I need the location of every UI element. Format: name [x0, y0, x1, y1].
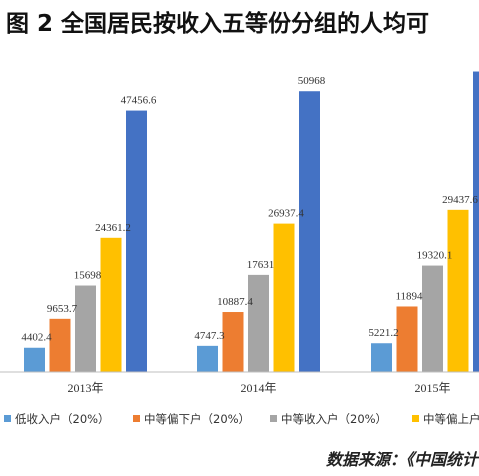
category-label: 2014年	[240, 381, 276, 395]
legend-swatch	[270, 415, 277, 422]
legend-entry: 中等收入户（20%）	[281, 412, 387, 426]
legend-swatch	[4, 415, 11, 422]
data-label: 15698	[74, 270, 102, 282]
chart-title: 图 2 全国居民按收入五等份分组的人均可	[6, 11, 430, 37]
data-label: 11894	[395, 290, 423, 302]
bar-s4-c1	[299, 91, 320, 372]
data-label: 4402.4	[21, 332, 52, 344]
legend-entry: 中等偏上户	[423, 412, 479, 426]
bars-group	[24, 71, 479, 373]
legend-entry: 中等偏下户（20%）	[144, 412, 250, 426]
bar-s1-c2	[396, 306, 418, 372]
data-label: 4747.3	[194, 330, 225, 342]
category-label: 2015年	[414, 381, 450, 395]
legend-swatch	[133, 415, 140, 422]
bar-s0-c0	[24, 347, 45, 372]
bar-s2-c0	[75, 285, 96, 372]
data-label: 17631	[247, 259, 275, 271]
legend-entry: 低收入户（20%）	[15, 412, 110, 426]
data-label: 19320.1	[417, 250, 453, 262]
data-label: 5221.2	[368, 327, 398, 339]
bar-s1-c0	[49, 318, 71, 372]
bar-s0-c1	[197, 345, 218, 372]
category-label: 2013年	[67, 381, 103, 395]
data-label: 47456.6	[121, 95, 157, 107]
data-label: 50968	[298, 75, 326, 87]
data-label: 9653.7	[47, 303, 78, 315]
bar-s3-c0	[100, 237, 122, 372]
source-note: 数据来源：《中国统计	[326, 450, 479, 469]
bar-s0-c2	[371, 343, 392, 372]
data-label: 10887.4	[217, 296, 253, 308]
bar-s4-c2	[473, 71, 479, 373]
category-labels-group: 2013年 2014年 2015年	[67, 381, 450, 395]
bar-s4-c0	[126, 110, 147, 372]
bar-s1-c1	[222, 312, 244, 372]
data-label: 29437.6	[442, 194, 478, 206]
bar-s2-c2	[422, 265, 443, 372]
bar-s3-c2	[447, 209, 469, 372]
data-label: 26937.4	[268, 208, 304, 220]
data-label: 24361.2	[95, 222, 131, 234]
legend: 低收入户（20%） 中等偏下户（20%） 中等收入户（20%） 中等偏上户	[4, 412, 479, 426]
legend-swatch	[412, 415, 419, 422]
bar-s3-c1	[273, 223, 295, 372]
value-labels-group: 4402.4 9653.7 15698 24361.2 47456.6 4747.3 108…	[21, 75, 478, 344]
bar-s2-c1	[248, 274, 269, 372]
